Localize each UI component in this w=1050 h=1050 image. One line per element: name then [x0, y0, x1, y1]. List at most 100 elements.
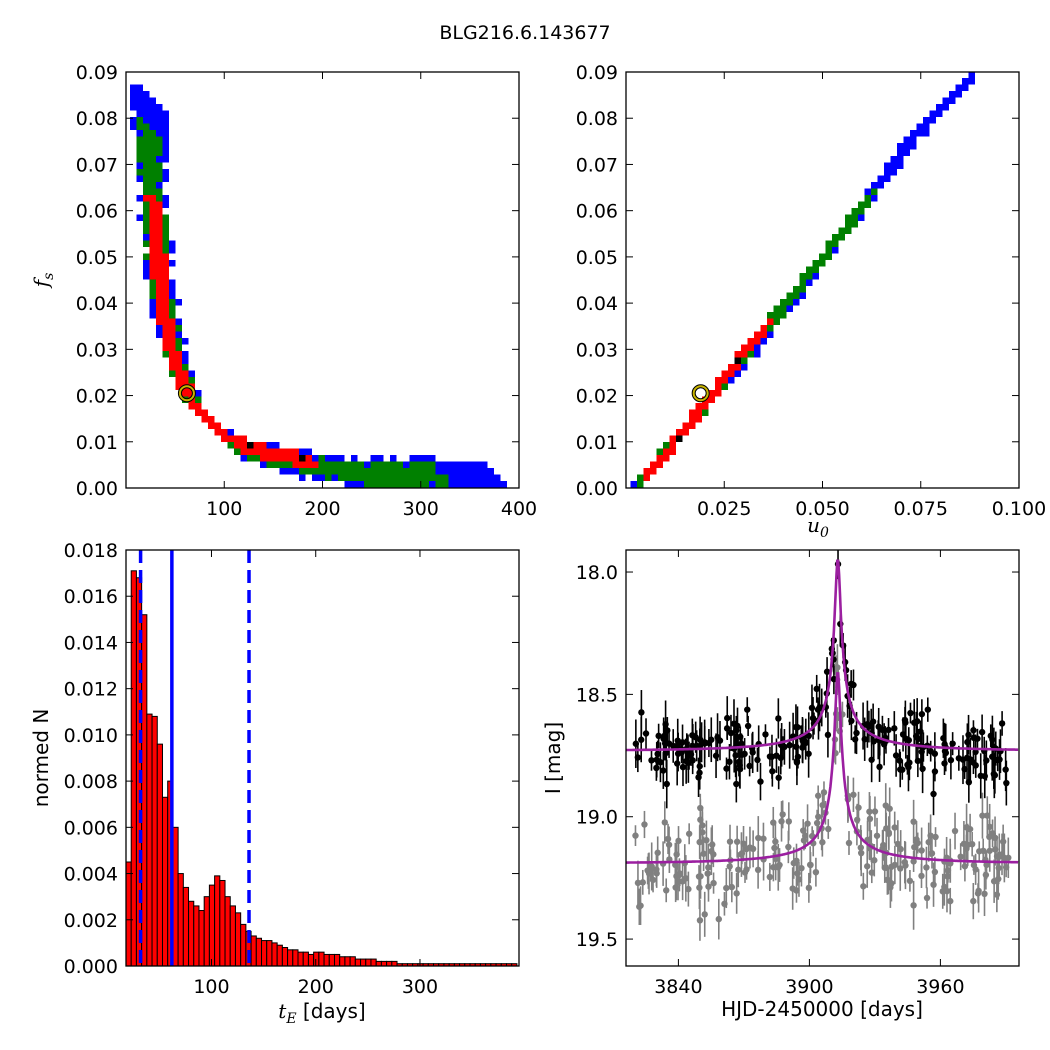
- heatmap-cell: [227, 442, 234, 449]
- y-tick-label: 0.05: [576, 247, 618, 269]
- heatmap-cell: [149, 214, 156, 221]
- heatmap-cell: [643, 474, 650, 481]
- heatmap-cell: [656, 448, 663, 455]
- heatmap-cell: [305, 468, 312, 475]
- data-point-black: [972, 748, 979, 756]
- heatmap-cell: [136, 195, 143, 202]
- heatmap-cell: [143, 162, 150, 169]
- heatmap-cell: [162, 312, 169, 319]
- data-point-grey: [696, 917, 704, 924]
- heatmap-cell: [227, 429, 234, 436]
- histogram-bar: [360, 958, 367, 967]
- heatmap-cell: [728, 364, 735, 371]
- heatmap-cell: [149, 292, 156, 299]
- heatmap-cell: [754, 338, 761, 345]
- heatmap-cell: [175, 331, 182, 338]
- heatmap-cell: [273, 461, 280, 468]
- heatmap-cell: [955, 84, 962, 91]
- heatmap-cell: [162, 266, 169, 273]
- heatmap-cell: [851, 208, 858, 215]
- heatmap-cell: [201, 409, 208, 416]
- heatmap-cell: [162, 253, 169, 260]
- histogram-bar: [177, 873, 184, 967]
- data-point-black: [978, 728, 986, 736]
- heatmap-cell: [357, 461, 364, 468]
- heatmap-cell: [149, 136, 156, 143]
- histogram-bar: [271, 942, 278, 967]
- heatmap-cell: [819, 260, 826, 267]
- heatmap-cell: [130, 123, 137, 130]
- histogram-bar: [349, 956, 356, 967]
- heatmap-cell: [344, 474, 351, 481]
- data-point-grey: [685, 830, 693, 837]
- histogram-bar: [328, 953, 335, 967]
- heatmap-cell: [916, 123, 923, 130]
- data-point-black: [924, 706, 931, 713]
- heatmap-cell: [143, 97, 150, 104]
- heatmap-cell: [442, 481, 449, 488]
- heatmap-cell: [143, 221, 150, 228]
- heatmap-cell: [143, 266, 150, 273]
- heatmap-cell: [175, 338, 182, 345]
- heatmap-cell: [234, 442, 241, 449]
- heatmap-cell: [325, 455, 332, 462]
- heatmap-cell-dark: [247, 442, 254, 449]
- data-point-black: [927, 747, 934, 755]
- heatmap-cell: [422, 481, 429, 488]
- heatmap-cell: [936, 110, 943, 117]
- heatmap-cell: [793, 292, 800, 299]
- x-tick-label: 0.025: [697, 498, 751, 520]
- y-tick-label: 18.0: [576, 562, 618, 584]
- heatmap-cell: [858, 201, 865, 208]
- data-point-black: [848, 717, 855, 725]
- data-point-grey: [819, 801, 826, 809]
- heatmap-cell: [689, 422, 696, 429]
- y-tick-label: 0.018: [64, 540, 118, 562]
- heatmap-cell: [188, 370, 195, 377]
- heatmap-cell: [806, 266, 813, 273]
- heatmap-cell: [890, 169, 897, 176]
- plot-frame: [625, 549, 1020, 967]
- heatmap-cell: [149, 130, 156, 137]
- heatmap-cell: [149, 143, 156, 150]
- heatmap-cell: [156, 318, 163, 325]
- heatmap-cell: [136, 136, 143, 143]
- heatmap-cell: [156, 279, 163, 286]
- heatmap-cell: [156, 240, 163, 247]
- y-tick-label: 0.01: [76, 432, 118, 454]
- heatmap-cell: [149, 266, 156, 273]
- histogram-bar: [375, 960, 382, 967]
- heatmap-cell: [695, 403, 702, 410]
- data-point-grey: [884, 876, 891, 883]
- heatmap-cell: [305, 448, 312, 455]
- heatmap-cell: [156, 136, 163, 143]
- heatmap-cell: [468, 468, 475, 475]
- y-tick-label: 0.02: [76, 386, 118, 408]
- y-tick-label: 19.0: [576, 807, 618, 829]
- heatmap-cell: [188, 403, 195, 410]
- histogram-bar: [214, 875, 221, 967]
- y-tick-label: 0.09: [76, 62, 118, 84]
- heatmap-cell: [695, 409, 702, 416]
- data-point-black: [880, 741, 888, 748]
- heatmap-cell: [143, 195, 150, 202]
- heatmap-cell: [429, 474, 436, 481]
- data-point-grey: [726, 863, 733, 870]
- data-point-grey: [746, 844, 754, 851]
- heatmap-cell: [481, 461, 488, 468]
- heatmap-cell: [149, 279, 156, 286]
- histogram-bar: [198, 910, 205, 967]
- heatmap-cell: [143, 182, 150, 189]
- heatmap-cell: [396, 468, 403, 475]
- histogram-bar: [281, 947, 289, 967]
- data-point-grey: [814, 792, 822, 799]
- heatmap-cell: [962, 84, 969, 91]
- heatmap-cell: [767, 325, 774, 332]
- heatmap-cell: [253, 455, 260, 462]
- heatmap-cell: [305, 455, 312, 462]
- data-point-black: [891, 725, 898, 732]
- heatmap-cell: [279, 455, 286, 462]
- data-point-black: [930, 790, 937, 798]
- data-point-grey: [637, 902, 644, 909]
- data-point-black: [723, 725, 731, 732]
